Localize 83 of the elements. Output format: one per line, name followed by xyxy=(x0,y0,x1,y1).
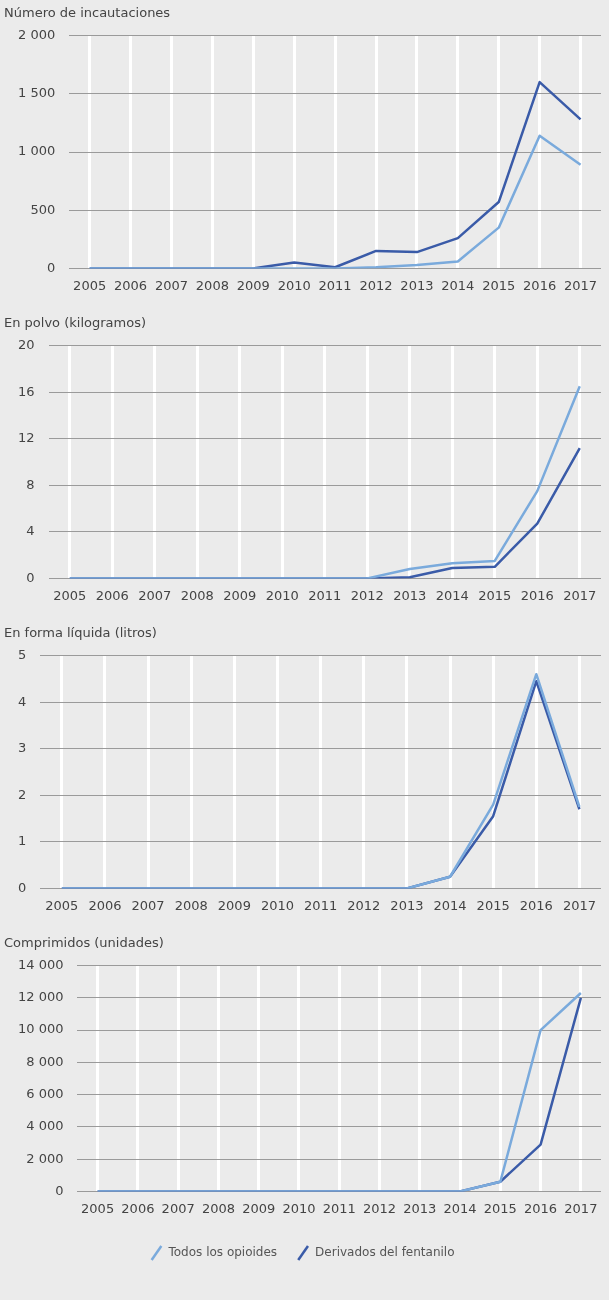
x-tick-label: 2014 xyxy=(441,277,475,293)
x-tick-label: 2016 xyxy=(524,1200,558,1216)
x-tick-label: 2006 xyxy=(95,587,129,603)
x-tick-label: 2005 xyxy=(73,277,107,293)
chart-title: En polvo (kilogramos) xyxy=(4,315,146,331)
chart-title: Número de incautaciones xyxy=(4,5,171,21)
x-tick-label: 2014 xyxy=(435,587,469,603)
y-tick-label: 1 xyxy=(17,833,27,849)
y-tick-label: 500 xyxy=(30,201,56,217)
x-tick-label: 2005 xyxy=(45,897,79,913)
y-tick-label: 8 000 xyxy=(26,1053,64,1069)
x-tick-label: 2016 xyxy=(523,277,557,293)
x-tick-label: 2011 xyxy=(318,277,352,293)
y-tick-label: 10 000 xyxy=(17,1021,64,1037)
x-tick-label: 2015 xyxy=(476,897,510,913)
y-tick-label: 0 xyxy=(17,879,27,895)
x-tick-label: 2009 xyxy=(236,277,270,293)
legend-label: Derivados del fentanilo xyxy=(315,1245,455,1260)
x-tick-label: 2009 xyxy=(217,897,251,913)
x-tick-label: 2010 xyxy=(265,587,299,603)
y-tick-label: 14 000 xyxy=(17,956,64,972)
x-tick-label: 2008 xyxy=(201,1200,235,1216)
x-tick-label: 2015 xyxy=(483,1200,517,1216)
x-tick-label: 2013 xyxy=(400,277,434,293)
y-tick-label: 0 xyxy=(55,1182,64,1198)
x-tick-label: 2005 xyxy=(81,1200,115,1216)
y-tick-label: 3 xyxy=(17,740,27,756)
x-tick-label: 2015 xyxy=(478,587,512,603)
x-tick-label: 2005 xyxy=(53,587,87,603)
y-tick-label: 4 000 xyxy=(26,1118,64,1134)
x-tick-label: 2016 xyxy=(519,897,553,913)
x-tick-label: 2008 xyxy=(174,897,208,913)
x-tick-label: 2010 xyxy=(260,897,295,913)
x-tick-label: 2011 xyxy=(308,587,342,603)
x-tick-label: 2006 xyxy=(88,897,122,913)
y-tick-label: 2 000 xyxy=(18,26,56,42)
x-tick-label: 2013 xyxy=(390,897,424,913)
y-tick-label: 12 xyxy=(18,430,35,446)
x-tick-label: 2013 xyxy=(393,587,427,603)
y-tick-label: 16 xyxy=(18,383,35,399)
x-tick-label: 2007 xyxy=(154,277,189,293)
x-tick-label: 2010 xyxy=(277,277,311,293)
x-tick-label: 2014 xyxy=(433,897,467,913)
legend-label: Todos los opioides xyxy=(167,1245,278,1260)
x-tick-label: 2013 xyxy=(403,1200,437,1216)
x-tick-label: 2012 xyxy=(347,897,381,913)
x-tick-label: 2015 xyxy=(482,277,516,293)
x-tick-label: 2017 xyxy=(564,1200,598,1216)
y-tick-label: 0 xyxy=(46,259,56,275)
x-tick-label: 2012 xyxy=(350,587,384,603)
x-tick-label: 2017 xyxy=(564,277,598,293)
x-tick-label: 2011 xyxy=(322,1200,356,1216)
x-tick-label: 2010 xyxy=(282,1200,316,1216)
y-tick-label: 8 xyxy=(26,476,35,492)
x-tick-label: 2009 xyxy=(223,587,257,603)
x-tick-label: 2017 xyxy=(563,587,597,603)
x-tick-label: 2017 xyxy=(562,897,596,913)
y-tick-label: 12 000 xyxy=(17,989,64,1005)
y-tick-label: 5 xyxy=(17,646,27,662)
x-tick-label: 2012 xyxy=(362,1200,397,1216)
y-tick-label: 4 xyxy=(17,693,27,709)
y-tick-label: 0 xyxy=(26,569,35,585)
x-tick-label: 2006 xyxy=(121,1200,155,1216)
x-tick-label: 2007 xyxy=(161,1200,195,1216)
x-tick-label: 2009 xyxy=(242,1200,276,1216)
x-tick-label: 2016 xyxy=(520,587,554,603)
x-tick-label: 2014 xyxy=(443,1200,477,1216)
y-tick-label: 4 xyxy=(26,523,35,539)
y-tick-label: 2 xyxy=(17,786,27,802)
y-tick-label: 20 xyxy=(18,336,35,352)
chart-title: En forma líquida (litros) xyxy=(4,625,157,641)
y-tick-label: 1 500 xyxy=(18,85,56,101)
x-tick-label: 2008 xyxy=(180,587,214,603)
chart-title: Comprimidos (unidades) xyxy=(4,935,164,951)
y-tick-label: 2 000 xyxy=(26,1150,64,1166)
x-tick-label: 2007 xyxy=(131,897,165,913)
x-tick-label: 2012 xyxy=(359,277,393,293)
x-tick-label: 2008 xyxy=(195,277,229,293)
y-tick-label: 1 000 xyxy=(18,143,56,159)
y-tick-label: 6 000 xyxy=(26,1086,64,1101)
x-tick-label: 2006 xyxy=(114,277,148,293)
x-tick-label: 2011 xyxy=(304,897,338,913)
x-tick-label: 2007 xyxy=(138,587,172,603)
